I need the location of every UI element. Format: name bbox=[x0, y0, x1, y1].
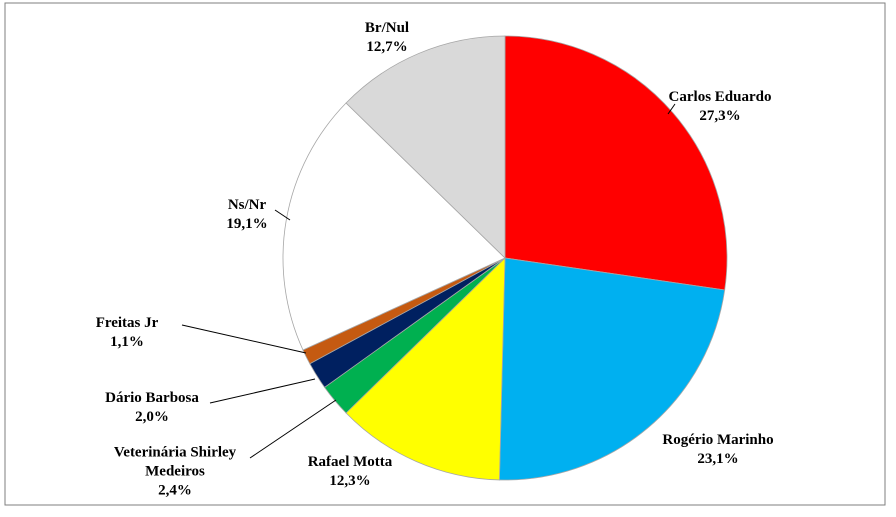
category-label: Veterinária Shirley Medeiros bbox=[113, 444, 237, 480]
value-label: 1,1% bbox=[110, 334, 144, 350]
leader-line bbox=[667, 103, 676, 115]
leader-line bbox=[181, 324, 307, 354]
category-label: Dário Barbosa bbox=[105, 390, 199, 406]
slice-label: Carlos Eduardo 27,3% bbox=[620, 88, 820, 126]
category-label: Ns/Nr bbox=[227, 197, 267, 213]
leader-line bbox=[249, 399, 337, 459]
category-label: Freitas Jr bbox=[95, 315, 159, 331]
pie-slice bbox=[345, 257, 506, 481]
slice-label: Rafael Motta 12,3% bbox=[275, 453, 425, 491]
slice-label: Freitas Jr 1,1% bbox=[67, 314, 187, 352]
pie-slice bbox=[282, 102, 506, 351]
value-label: 23,1% bbox=[697, 451, 739, 467]
slice-label: Ns/Nr 19,1% bbox=[197, 196, 297, 234]
leader-line bbox=[274, 209, 291, 221]
slice-label: Br/Nul 12,7% bbox=[337, 19, 437, 57]
slice-label: Veterinária Shirley Medeiros 2,4% bbox=[93, 444, 258, 501]
value-label: 2,4% bbox=[158, 482, 192, 499]
pie-slice bbox=[504, 35, 728, 291]
value-label: 12,3% bbox=[329, 473, 371, 489]
leader-line bbox=[209, 378, 316, 404]
pie-slice bbox=[499, 257, 726, 481]
slice-label: Rogério Marinho 23,1% bbox=[618, 431, 818, 469]
value-label: 19,1% bbox=[226, 216, 268, 232]
category-label: Br/Nul bbox=[364, 20, 410, 36]
value-label: 12,7% bbox=[366, 39, 408, 55]
category-label: Carlos Eduardo bbox=[668, 89, 772, 105]
slice-label: Dário Barbosa 2,0% bbox=[77, 389, 227, 427]
category-label: Rafael Motta bbox=[307, 454, 393, 470]
pie-slice bbox=[345, 35, 506, 259]
value-label: 2,0% bbox=[135, 409, 169, 425]
value-label: 27,3% bbox=[699, 108, 741, 124]
category-label: Rogério Marinho bbox=[662, 432, 774, 448]
